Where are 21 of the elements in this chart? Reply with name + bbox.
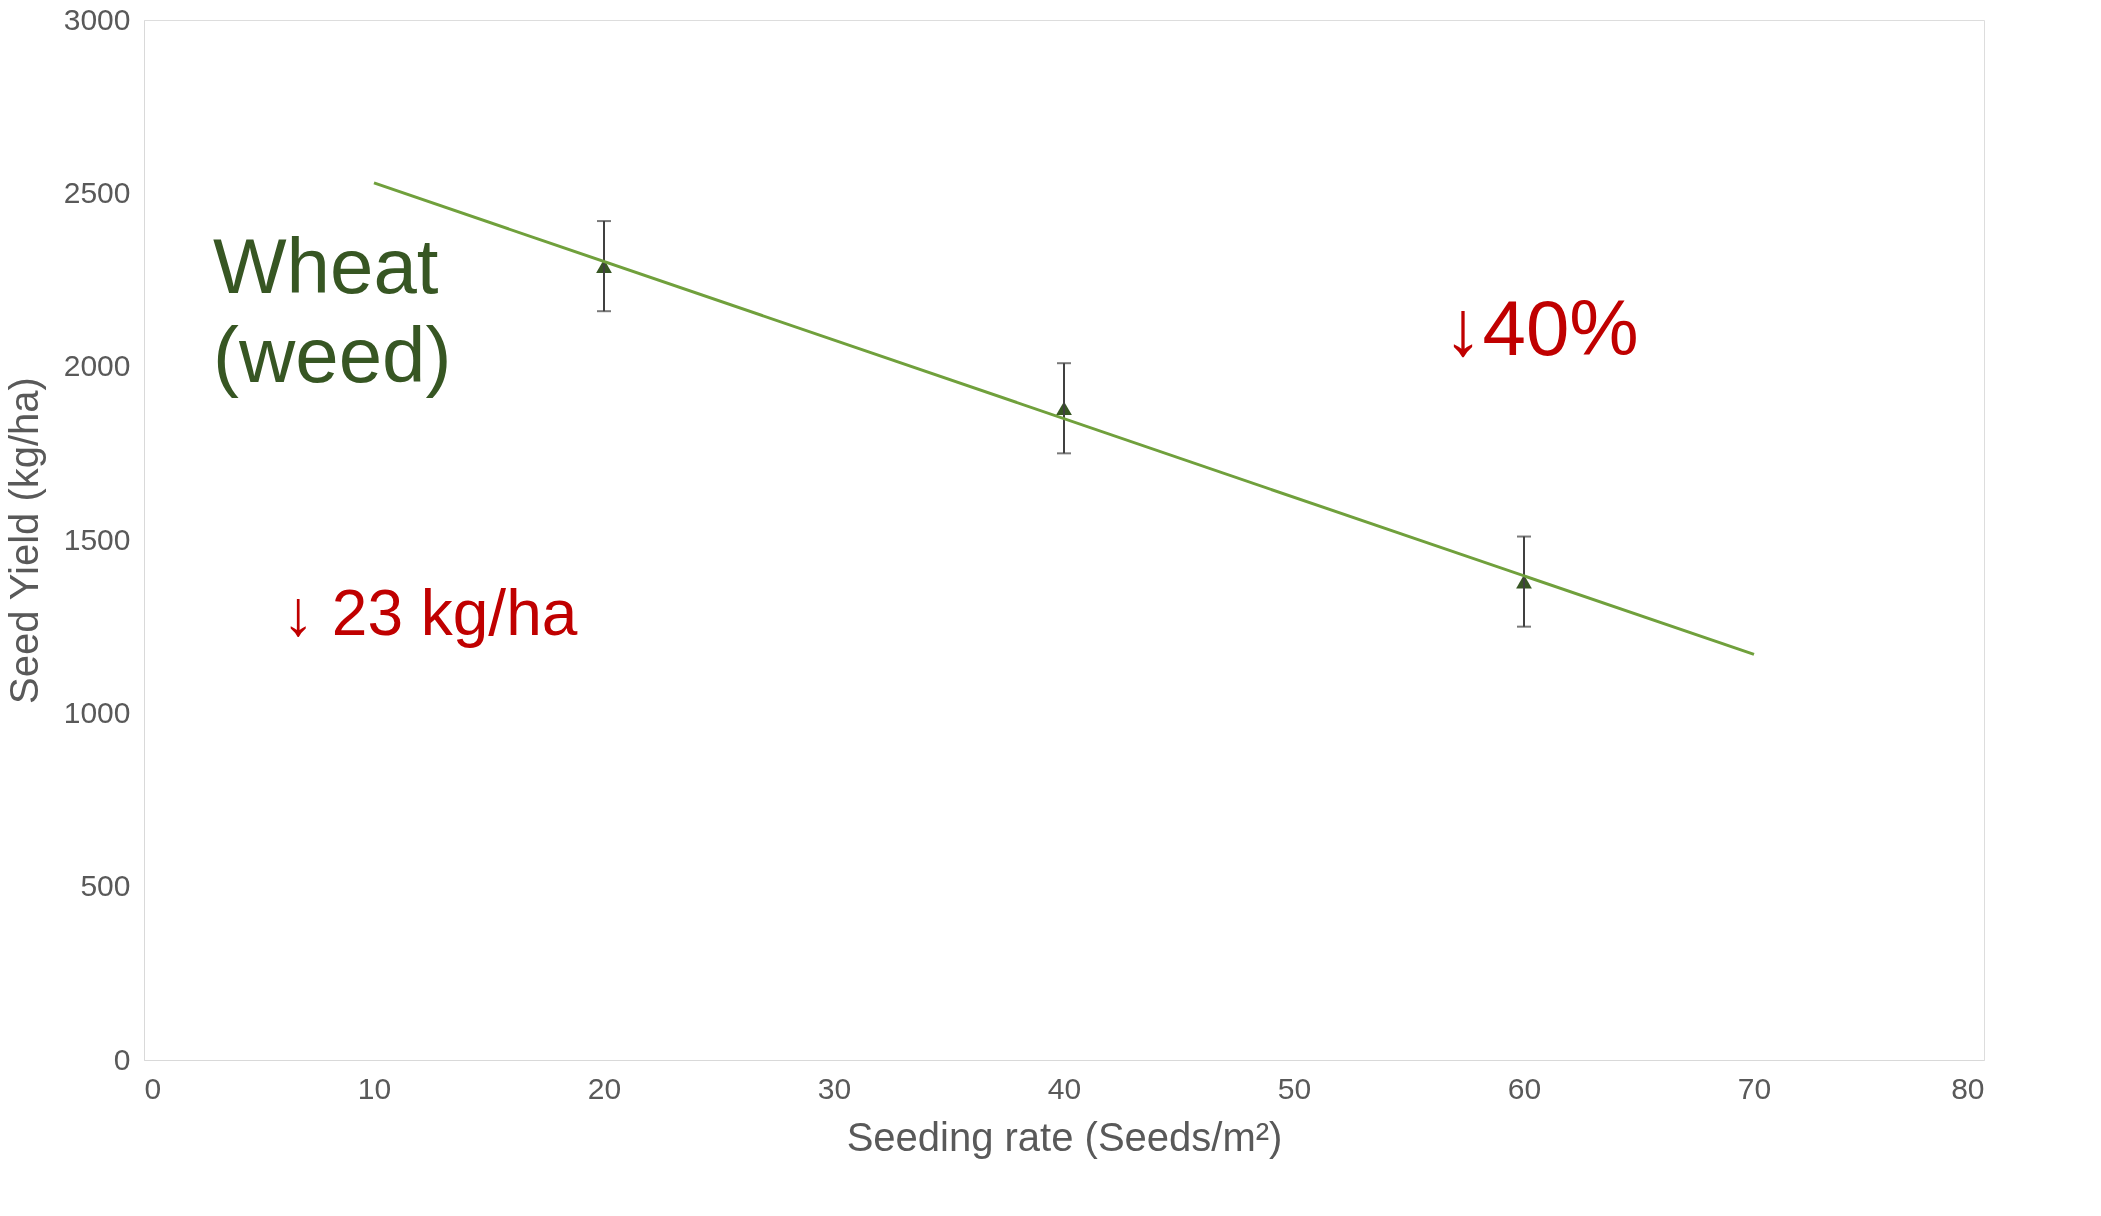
y-tick-label: 3000	[63, 2, 131, 36]
y-tick-label: 0	[113, 1042, 131, 1076]
annotation: Wheat (weed)	[213, 221, 452, 400]
y-tick-label: 500	[80, 869, 131, 903]
annotation: ↓40%	[1443, 284, 1639, 372]
annotation: ↓ 23 kg/ha	[282, 577, 578, 650]
x-tick-label: 0	[144, 1071, 162, 1105]
x-axis-title: Seeding rate (Seeds/m²)	[846, 1114, 1283, 1159]
x-tick-label: 70	[1737, 1071, 1772, 1105]
x-tick-label: 40	[1047, 1071, 1082, 1105]
y-tick-label: 1000	[63, 695, 131, 729]
x-tick-label: 30	[817, 1071, 852, 1105]
x-tick-label: 20	[587, 1071, 622, 1105]
x-tick-label: 60	[1507, 1071, 1542, 1105]
y-tick-label: 2000	[63, 349, 131, 383]
x-tick-label: 50	[1277, 1071, 1312, 1105]
y-axis-title: Seed Yield (kg/ha)	[1, 377, 46, 704]
x-tick-label: 80	[1951, 1071, 1985, 1105]
x-tick-label: 10	[357, 1071, 392, 1105]
y-tick-label: 1500	[63, 522, 131, 556]
y-tick-label: 2500	[63, 175, 131, 209]
